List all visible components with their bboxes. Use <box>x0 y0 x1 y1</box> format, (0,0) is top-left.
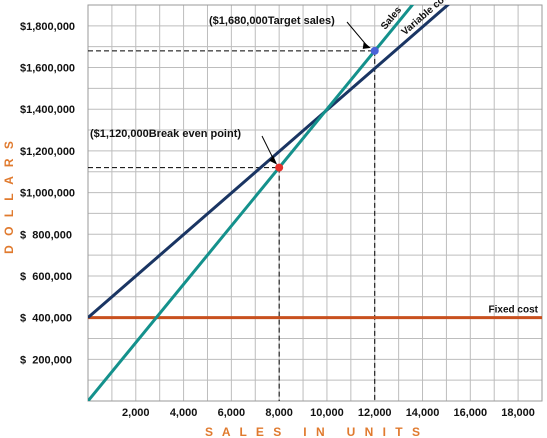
point-target-sales <box>370 46 379 55</box>
y-tick-label: $1,200,000 <box>20 146 75 158</box>
x-tick-label: 2,000 <box>122 407 150 419</box>
y-tick-label: $ 800,000 <box>20 229 72 241</box>
x-axis-title: S A L E S I N U N I T S <box>205 425 423 438</box>
y-tick-label: $1,000,000 <box>20 188 75 200</box>
chart-points <box>275 46 379 172</box>
annotation-target-sales: ($1,680,000Target sales) <box>209 15 335 27</box>
x-tick-label: 10,000 <box>310 407 344 419</box>
x-tick-label: 12,000 <box>358 407 392 419</box>
x-tick-label: 8,000 <box>265 407 293 419</box>
annotation-arrowhead-break-even <box>269 155 278 165</box>
chart-grid <box>87 4 543 402</box>
x-tick-label: 18,000 <box>501 407 535 419</box>
y-axis-ticks: $ 200,000 $ 400,000 $ 600,000 $ 800,000 $1,0… <box>20 21 75 366</box>
y-tick-label: $ 400,000 <box>20 313 72 325</box>
y-tick-label: $1,600,000 <box>20 63 75 75</box>
x-tick-label: 4,000 <box>170 407 198 419</box>
chart-series <box>88 5 542 401</box>
y-tick-label: $1,400,000 <box>20 104 75 116</box>
y-tick-label: $1,800,000 <box>20 21 75 33</box>
x-tick-label: 6,000 <box>218 407 246 419</box>
x-tick-label: 16,000 <box>453 407 487 419</box>
y-tick-label: $ 200,000 <box>20 354 72 366</box>
series-line-variable-cost <box>88 5 451 319</box>
plot-border <box>87 4 543 402</box>
y-axis-title: D O L L A R S <box>2 138 16 254</box>
x-axis-ticks: 2,000 4,000 6,000 8,000 10,000 12,000 14,000 16… <box>122 407 535 419</box>
x-tick-label: 14,000 <box>406 407 440 419</box>
guide-lines <box>88 50 376 401</box>
series-line-sales <box>88 5 415 401</box>
series-label-fixed-cost: Fixed cost <box>489 305 539 316</box>
chart-labels: ($1,680,000Target sales) ($1,120,000Break… <box>90 0 539 316</box>
y-tick-label: $ 600,000 <box>20 271 72 283</box>
annotation-arrowhead-target <box>362 41 371 49</box>
point-break-even <box>275 163 284 172</box>
annotation-break-even: ($1,120,000Break even point) <box>90 128 241 140</box>
